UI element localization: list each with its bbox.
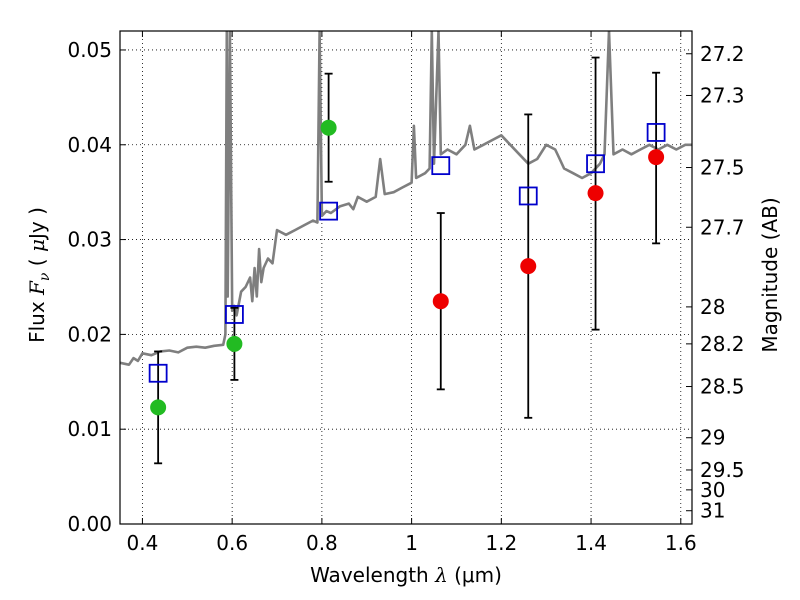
x-axis: 0.4 0.6 0.8 1 1.2 1.4 1.6 — [127, 31, 697, 555]
x-tick-label: 1.6 — [665, 531, 697, 555]
model-square-point — [518, 186, 538, 206]
model-square-point — [431, 156, 451, 176]
plot-frame — [119, 30, 693, 525]
y2-tick-label: 29 — [700, 426, 725, 450]
model-square-point — [148, 363, 168, 383]
y-axis-label: Flux Fν ( μJy ) — [25, 207, 53, 343]
x-axis-label: Wavelength λ (μm) — [310, 563, 502, 587]
model-square-point — [319, 201, 339, 221]
x-tick-label: 1.2 — [485, 531, 517, 555]
observed-point — [520, 258, 537, 275]
observed-point — [648, 149, 665, 166]
model-square-point — [586, 154, 605, 174]
y2-axis-label: Magnitude (AB) — [758, 197, 782, 352]
y2-tick-label: 31 — [700, 499, 725, 523]
y-tick-label: 0.01 — [67, 417, 112, 441]
y-tick-label: 0.02 — [67, 322, 112, 346]
y2-tick-label: 27.5 — [700, 156, 745, 180]
y-tick-label: 0.00 — [67, 512, 112, 536]
y2-tick-label: 29.5 — [700, 458, 745, 482]
y2-tick-label: 28 — [700, 295, 725, 319]
y2-tick-label: 27.3 — [700, 83, 745, 107]
observed-point — [432, 293, 449, 310]
y-tick-label: 0.03 — [67, 228, 112, 252]
model-square-point — [224, 305, 244, 324]
x-tick-label: 0.8 — [306, 531, 338, 555]
x-tick-label: 1.4 — [575, 531, 607, 555]
observed-point — [226, 335, 243, 352]
x-tick-label: 1 — [405, 531, 418, 555]
markers — [148, 56, 666, 465]
model-square-point — [646, 123, 666, 142]
y2-tick-label: 27.7 — [700, 215, 745, 239]
plot-area — [120, 31, 692, 366]
y-tick-label: 0.05 — [67, 38, 112, 62]
y-tick-label: 0.04 — [67, 133, 112, 157]
observed-point — [150, 399, 167, 416]
x-tick-label: 0.4 — [127, 531, 159, 555]
observed-point — [587, 185, 604, 202]
y2-tick-label: 28.5 — [700, 375, 745, 399]
y2-tick-label: 27.2 — [700, 42, 745, 66]
observed-point — [320, 119, 337, 136]
x-tick-label: 0.6 — [216, 531, 248, 555]
model-spectrum-line — [120, 31, 692, 366]
y-axis: 0.00 0.01 0.02 0.03 0.04 0.05 — [67, 38, 126, 536]
y2-tick-label: 30 — [700, 478, 725, 502]
y2-tick-label: 28.2 — [700, 332, 745, 356]
